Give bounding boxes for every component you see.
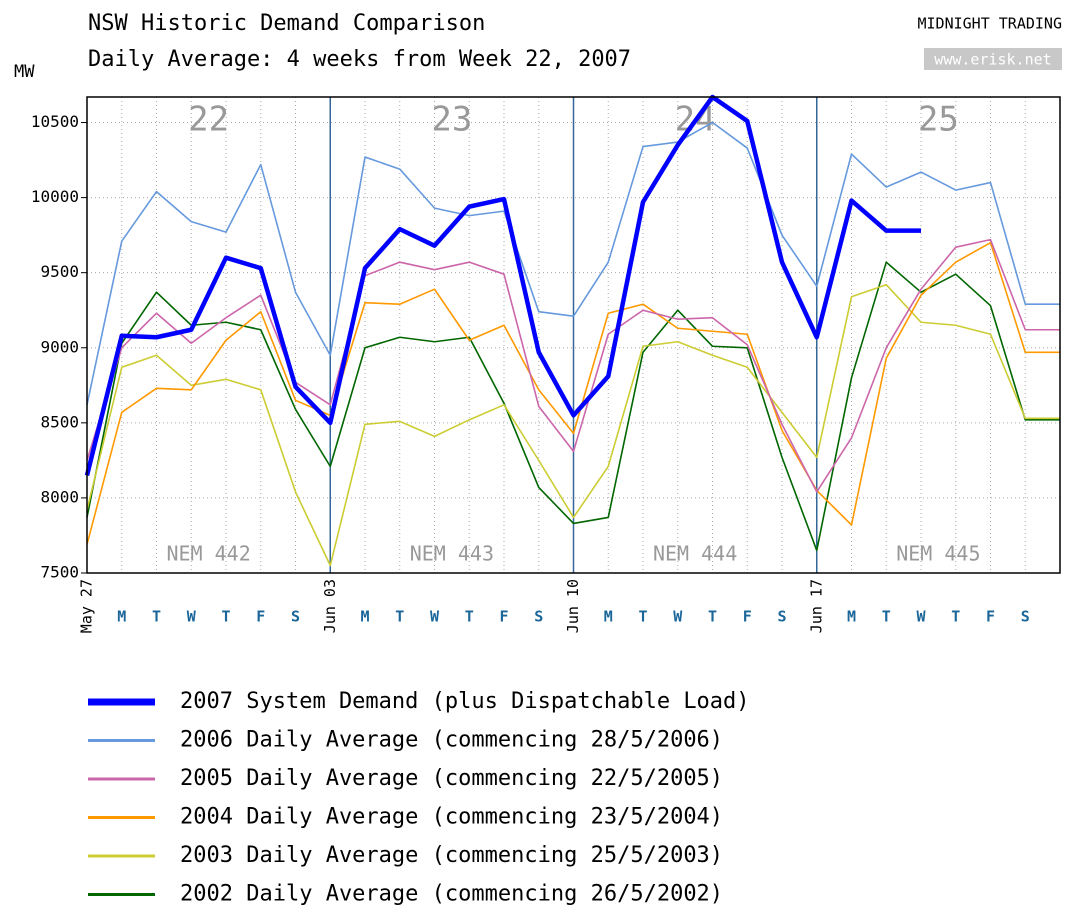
x-tick-label: May 27 [78, 579, 96, 633]
x-tick-label: F [256, 608, 265, 626]
legend-label: 2007 System Demand (plus Dispatchable Lo… [180, 689, 750, 714]
x-tick-label: F [743, 608, 752, 626]
x-tick-label: M [360, 608, 369, 626]
week-label: 23 [431, 100, 472, 140]
series-line [86, 238, 1060, 493]
x-tick-label: F [986, 608, 995, 626]
week-label: 22 [188, 100, 229, 140]
period-label: NEM 442 [166, 542, 250, 566]
y-tick-label: 8500 [40, 412, 79, 431]
x-tick-label: T [951, 608, 960, 626]
x-tick-label: T [465, 608, 474, 626]
y-tick-label: 7500 [40, 563, 79, 582]
legend-label: 2005 Daily Average (commencing 22/5/2005… [180, 766, 723, 791]
x-tick-label: M [117, 608, 126, 626]
y-tick-label: 9500 [40, 262, 79, 281]
x-tick-label: T [708, 608, 717, 626]
website-box [924, 48, 1062, 70]
legend-label: 2002 Daily Average (commencing 26/5/2002… [180, 882, 723, 907]
y-tick-label: 9000 [40, 337, 79, 356]
x-tick-label: S [777, 608, 786, 626]
x-tick-label: Jun 17 [807, 579, 825, 633]
y-tick-label: 8000 [40, 487, 79, 506]
x-tick-label: W [187, 608, 197, 626]
week-label: 25 [918, 100, 959, 140]
series-line [86, 121, 1060, 405]
legend-label: 2003 Daily Average (commencing 25/5/2003… [180, 843, 723, 868]
legend-label: 2006 Daily Average (commencing 28/5/2006… [180, 728, 723, 753]
period-label: NEM 443 [410, 542, 494, 566]
chart-title: NSW Historic Demand Comparison [88, 11, 485, 36]
y-axis-label: MW [14, 62, 35, 82]
legend-label: 2004 Daily Average (commencing 23/5/2004… [180, 805, 723, 830]
x-tick-label: W [673, 608, 683, 626]
series-line [86, 283, 1060, 567]
series-line [86, 241, 1060, 545]
x-tick-label: M [847, 608, 856, 626]
brand: MIDNIGHT TRADING [918, 15, 1063, 33]
x-tick-label: T [221, 608, 230, 626]
series-line [84, 94, 921, 476]
x-tick-label: Jun 03 [321, 579, 339, 633]
x-tick-label: Jun 10 [564, 579, 582, 633]
x-tick-label: T [882, 608, 891, 626]
plot-border [86, 96, 1061, 574]
x-tick-label: T [638, 608, 647, 626]
x-tick-label: W [430, 608, 440, 626]
x-tick-label: W [916, 608, 926, 626]
period-label: NEM 445 [896, 542, 980, 566]
x-tick-label: T [152, 608, 161, 626]
x-tick-label: T [395, 608, 404, 626]
x-tick-label: S [291, 608, 300, 626]
x-tick-label: S [1021, 608, 1030, 626]
y-tick-label: 10500 [31, 112, 79, 131]
chart-subtitle: Daily Average: 4 weeks from Week 22, 200… [88, 47, 631, 72]
period-label: NEM 444 [653, 542, 737, 566]
x-tick-label: F [499, 608, 508, 626]
series-line [86, 261, 1060, 552]
y-tick-label: 10000 [31, 187, 79, 206]
x-tick-label: S [534, 608, 543, 626]
website: www.erisk.net [934, 51, 1051, 69]
x-tick-label: M [604, 608, 613, 626]
